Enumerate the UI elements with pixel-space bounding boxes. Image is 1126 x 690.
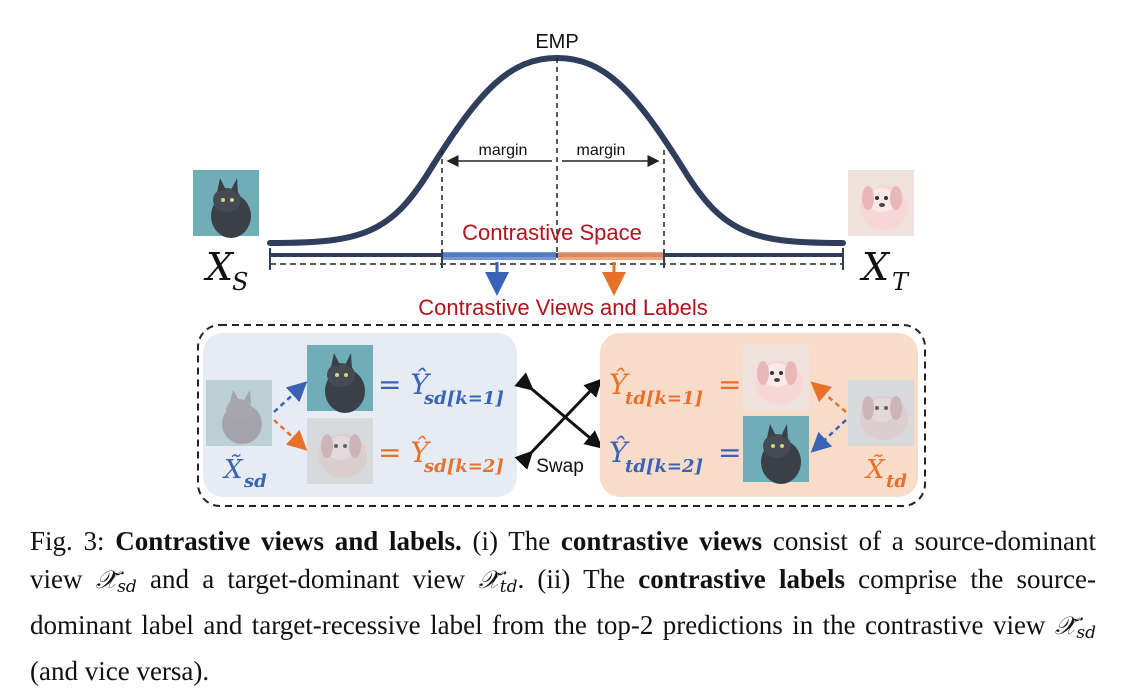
caption-math-3: 𝒳̃ bbox=[1054, 611, 1077, 640]
target-label-x: X bbox=[859, 245, 891, 289]
figure-caption: Fig. 3: Contrastive views and labels. (i… bbox=[30, 522, 1096, 690]
target-dominant-view-sub: td bbox=[886, 471, 907, 492]
caption-math-3-sub: sd bbox=[1076, 623, 1096, 643]
caption-math-2-sub: td bbox=[499, 577, 518, 597]
target-to-top1-arrow bbox=[810, 381, 847, 413]
source-top2-label-sub: sd[k=2] bbox=[423, 456, 504, 477]
source-dominant-view-symbol: X̃ bbox=[222, 454, 244, 485]
source-top2-label: = Ŷ bbox=[378, 436, 431, 469]
source-to-top1-arrow bbox=[273, 381, 308, 413]
caption-text-2: consist of a source-dominant view bbox=[30, 526, 1096, 594]
source-label-sub: S bbox=[232, 268, 248, 296]
source-dominant-view-sub: sd bbox=[243, 471, 267, 492]
views-container bbox=[197, 324, 926, 507]
target-top1-eq: = bbox=[718, 368, 741, 401]
source-side-band bbox=[443, 252, 556, 260]
source-dominant-view-image bbox=[206, 380, 272, 446]
target-top1-label: Ŷ bbox=[609, 368, 630, 401]
emp-distribution: EMP margin margin Contrastive Space Cont… bbox=[267, 31, 846, 320]
contrastive-views-labels-title: Contrastive Views and Labels bbox=[418, 295, 707, 320]
caption-bold-1: contrastive views bbox=[560, 526, 763, 556]
target-dog-image bbox=[848, 170, 914, 236]
emp-label: EMP bbox=[535, 31, 578, 53]
source-top1-label: = Ŷ bbox=[378, 368, 431, 401]
caption-math-2: 𝒳̃ bbox=[478, 565, 500, 594]
source-cat-image bbox=[193, 170, 259, 238]
source-top1-label-sub: sd[k=1] bbox=[423, 388, 504, 409]
source-sample: X S bbox=[193, 170, 259, 296]
caption-title: Contrastive views and labels. bbox=[115, 526, 462, 556]
caption-text-4: . (ii) The bbox=[517, 564, 639, 594]
source-dominant-panel-bg bbox=[203, 333, 517, 497]
target-top2-label: Ŷ bbox=[609, 436, 630, 469]
target-dominant-panel-bg bbox=[600, 333, 918, 497]
source-label-x: X bbox=[203, 245, 235, 289]
caption-text-6: (and vice versa). bbox=[30, 656, 210, 686]
target-top1-image bbox=[743, 345, 809, 411]
source-top2-image bbox=[307, 418, 373, 484]
target-dominant-view-image bbox=[848, 380, 914, 446]
caption-math-1-sub: sd bbox=[117, 577, 137, 597]
target-top2-eq: = bbox=[718, 436, 741, 469]
target-dominant-panel: Ŷ td[k=1] = Ŷ td[k=2] = X̃ td bbox=[600, 333, 918, 497]
caption-text-5: comprise the source-dominant label and t… bbox=[30, 564, 1096, 640]
caption-text-3: and a target-dominant view bbox=[136, 564, 479, 594]
target-side-band bbox=[558, 252, 663, 260]
target-dominant-view-symbol: X̃ bbox=[864, 454, 886, 485]
margin-right-label: margin bbox=[577, 142, 626, 159]
target-top1-label-sub: td[k=1] bbox=[625, 388, 703, 409]
target-label-sub: T bbox=[892, 268, 910, 296]
caption-math-1: 𝒳̃ bbox=[95, 565, 118, 594]
source-to-top2-arrow bbox=[273, 419, 308, 451]
swap-arrow-2 bbox=[514, 372, 603, 449]
target-top2-label-sub: td[k=2] bbox=[625, 456, 703, 477]
target-to-top2-arrow bbox=[810, 419, 847, 453]
target-sample: X T bbox=[848, 170, 914, 296]
target-top2-image bbox=[743, 416, 809, 484]
contrastive-space-label: Contrastive Space bbox=[462, 220, 642, 245]
margin-left-label: margin bbox=[479, 142, 528, 159]
source-dominant-panel: X̃ sd = Ŷ sd[k=1] = Ŷ sd[k=2] bbox=[203, 333, 517, 497]
swap-arrow-1 bbox=[514, 378, 603, 470]
caption-bold-2: contrastive labels bbox=[638, 564, 845, 594]
swap-label: Swap bbox=[536, 456, 584, 477]
caption-fig-label: Fig. 3: bbox=[30, 526, 105, 556]
caption-text-1: (i) The bbox=[461, 526, 561, 556]
swap-indicator: Swap bbox=[514, 372, 603, 477]
source-top1-image bbox=[307, 345, 373, 413]
